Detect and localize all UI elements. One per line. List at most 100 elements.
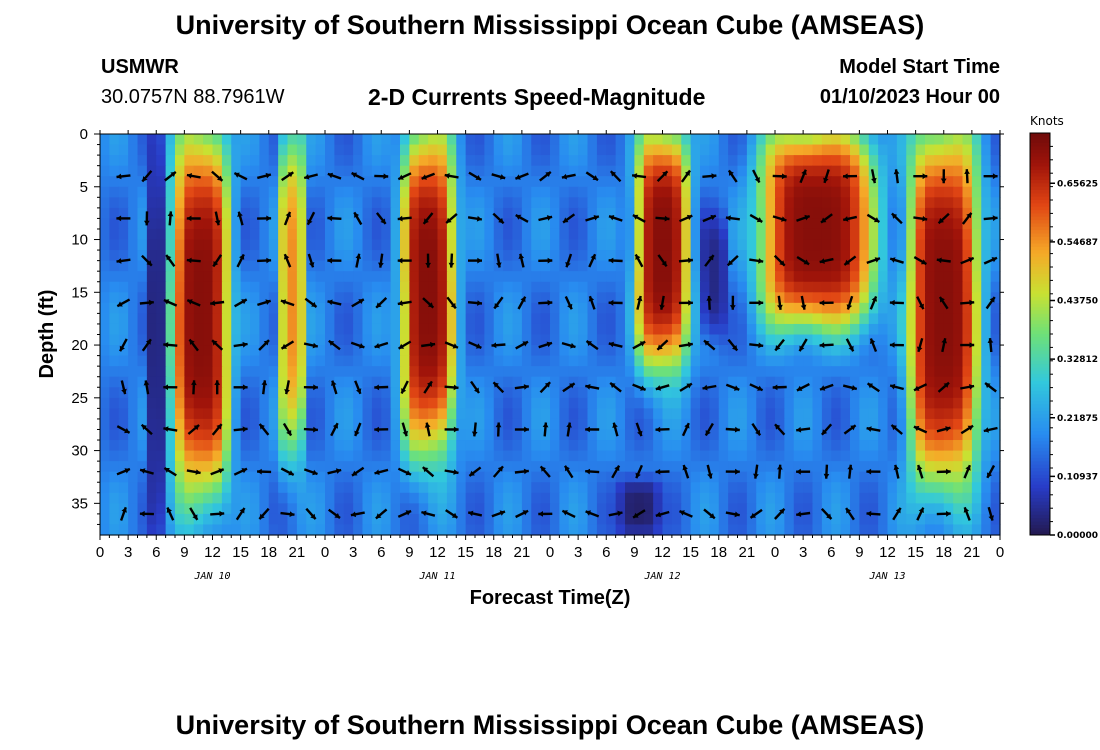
heat-cell xyxy=(821,207,832,220)
heat-cell xyxy=(765,281,776,293)
heat-cell xyxy=(371,144,382,156)
heat-cell xyxy=(840,397,851,409)
heat-cell xyxy=(784,450,795,462)
heat-cell xyxy=(531,418,542,431)
heat-cell xyxy=(690,228,701,241)
heat-cell xyxy=(615,197,626,209)
heat-cell xyxy=(596,397,607,409)
current-arrow xyxy=(843,424,857,435)
heat-cell xyxy=(175,134,185,146)
heat-cell xyxy=(400,165,410,177)
heat-cell xyxy=(521,492,532,504)
heat-cell xyxy=(700,207,710,220)
heat-cell xyxy=(193,334,204,346)
heat-cell xyxy=(943,165,954,177)
heat-cell xyxy=(475,524,485,536)
heat-cell xyxy=(915,355,926,367)
colorbar-segment xyxy=(1030,330,1050,335)
heat-cell xyxy=(203,418,214,431)
heat-cell xyxy=(175,292,185,304)
heat-cell xyxy=(475,239,485,251)
heat-cell xyxy=(662,408,673,420)
heat-cell xyxy=(109,355,120,367)
colorbar-segment xyxy=(1030,471,1050,476)
heat-cell xyxy=(634,134,645,146)
heat-cell xyxy=(962,218,973,230)
heat-cell xyxy=(643,524,654,536)
heat-cell xyxy=(203,450,214,462)
heat-cell xyxy=(390,524,401,536)
heat-cell xyxy=(756,450,767,462)
heat-cell xyxy=(287,334,298,346)
heat-cell xyxy=(146,313,157,325)
heat-cell xyxy=(812,155,823,167)
heat-cell xyxy=(400,260,410,272)
heat-cell xyxy=(531,239,542,251)
heat-cell xyxy=(859,186,870,198)
colorbar-segment xyxy=(1030,441,1050,446)
heat-cell xyxy=(531,176,542,188)
heat-cell xyxy=(165,387,176,399)
heat-cell xyxy=(840,186,851,198)
current-arrow xyxy=(210,300,225,306)
colorbar-segment xyxy=(1030,223,1050,228)
heat-cell xyxy=(409,134,420,146)
heat-cell xyxy=(390,345,401,357)
heat-cell xyxy=(353,503,364,515)
heat-cell xyxy=(493,228,504,241)
heat-cell xyxy=(446,239,457,251)
heat-cell xyxy=(315,239,326,251)
current-arrow xyxy=(819,300,834,306)
heat-cell xyxy=(456,260,467,272)
heat-cell xyxy=(371,397,382,409)
heat-cell xyxy=(353,144,364,156)
heat-cell xyxy=(681,250,692,262)
heat-cell xyxy=(428,155,439,167)
heat-cell xyxy=(306,355,317,367)
heat-cell xyxy=(250,155,260,167)
heat-cell xyxy=(296,376,307,388)
heat-cell xyxy=(540,471,551,483)
current-arrow xyxy=(889,299,904,306)
colorbar-segment xyxy=(1030,397,1050,402)
heat-cell xyxy=(400,450,410,462)
heat-cell xyxy=(503,355,514,367)
heat-cell xyxy=(306,440,317,452)
heat-cell xyxy=(700,186,710,198)
current-arrow xyxy=(774,423,786,436)
heat-cell xyxy=(812,387,823,399)
heat-cell xyxy=(259,271,270,283)
heat-cell xyxy=(390,503,401,515)
colorbar-segment xyxy=(1030,340,1050,345)
heat-cell xyxy=(381,207,392,220)
heat-cell xyxy=(990,461,1001,473)
heat-cell xyxy=(718,323,729,336)
heat-cell xyxy=(606,408,617,420)
heat-cell xyxy=(943,271,954,283)
heat-cell xyxy=(709,271,720,283)
heat-cell xyxy=(315,492,326,504)
heat-cell xyxy=(512,186,523,198)
heat-cell xyxy=(700,345,710,357)
heat-cell xyxy=(118,492,129,504)
heat-cell xyxy=(775,218,785,230)
current-arrow xyxy=(916,507,925,521)
heat-cell xyxy=(540,313,551,325)
y-tick-label: 5 xyxy=(80,179,88,196)
heat-cell xyxy=(381,271,392,283)
heat-cell xyxy=(540,186,551,198)
heat-cell xyxy=(146,260,157,272)
heat-cell xyxy=(390,376,401,388)
colorbar-segment xyxy=(1030,337,1050,342)
heat-cell xyxy=(343,471,354,483)
heat-cell xyxy=(156,165,167,177)
heat-cell xyxy=(550,429,560,441)
heat-cell xyxy=(109,440,120,452)
heat-cell xyxy=(728,313,739,325)
heat-cell xyxy=(587,207,598,220)
heat-cell xyxy=(981,176,992,188)
heat-cell xyxy=(578,197,589,209)
heat-cell xyxy=(259,492,270,504)
heat-cell xyxy=(156,397,167,409)
heat-cell xyxy=(512,376,523,388)
